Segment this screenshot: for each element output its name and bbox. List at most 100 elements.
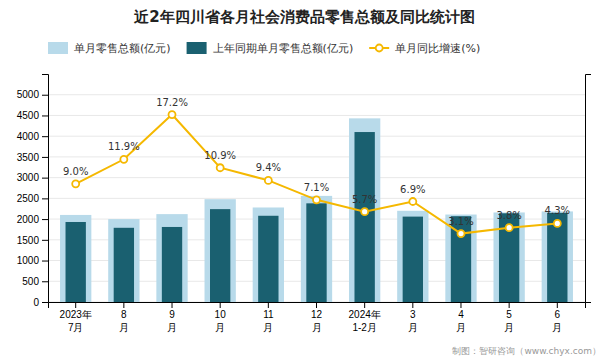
tick-label: 10月 (215, 309, 227, 333)
tick-label-line: 5 (506, 309, 512, 320)
tick-label-line: 4 (458, 309, 464, 320)
title: 近2年四川省各月社会消费品零售总额及同比统计图 (133, 8, 474, 26)
tick: 0 (33, 297, 48, 308)
data-labels: 9.0%11.9%17.2%10.9%9.4%7.1%5.7%6.9%3.1%3… (63, 97, 570, 227)
tick: 500 (22, 276, 48, 287)
tick-label: 5月 (504, 309, 514, 333)
legend-item: 单月零售总额(亿元) (48, 42, 171, 55)
legend-label: 单月零售总额(亿元) (74, 42, 171, 55)
tick: 5000 (17, 89, 48, 100)
bar (60, 215, 91, 302)
tick-mark (42, 198, 48, 199)
bar (547, 213, 567, 302)
grid-line (48, 94, 585, 95)
tick: 3000 (17, 172, 48, 183)
tick: 2500 (17, 193, 48, 204)
tick: 6月 (552, 302, 562, 333)
tick: 11 月 (263, 302, 274, 333)
tick: 12月 (311, 302, 323, 333)
bar-series (60, 118, 573, 302)
tick-mark (268, 302, 269, 308)
marker (554, 220, 561, 227)
marker (265, 177, 272, 184)
bar (403, 217, 423, 302)
legend: 单月零售总额(亿元) 上年同期单月零售总额(亿元) 单月同比增速(%) (48, 42, 480, 55)
bar (108, 219, 139, 302)
legend-item: 上年同期单月零售总额(亿元) (187, 42, 354, 55)
data-label: 5.7% (352, 194, 377, 205)
tick-mark (172, 302, 173, 308)
tick-label-line: 月 (263, 322, 273, 333)
tick-label: 3000 (17, 172, 40, 183)
line (76, 115, 558, 234)
tick-label-line: 8 (121, 309, 127, 320)
tick: 4月 (456, 302, 466, 333)
tick-label: 4500 (17, 110, 40, 121)
tick-mark (42, 302, 48, 303)
legend-swatch (376, 45, 383, 52)
tick-mark (460, 302, 461, 308)
data-label: 9.4% (256, 162, 281, 173)
data-label: 4.3% (545, 205, 570, 216)
bar (114, 228, 134, 302)
marker (506, 224, 513, 231)
bar (354, 132, 374, 302)
footer: 制图：智研咨询（www.chyx.com） (452, 346, 601, 356)
tick-label-line: 2024年 (349, 309, 381, 320)
tick: 3500 (17, 152, 48, 163)
axis-line (49, 303, 586, 309)
tick-label: 1000 (17, 255, 40, 266)
tick-label: 2500 (17, 193, 40, 204)
tick-label: 5000 (17, 89, 40, 100)
grid (48, 95, 585, 302)
marker (409, 198, 416, 205)
marker (361, 208, 368, 215)
data-label: 11.9% (108, 141, 140, 152)
tick: 8月 (119, 302, 129, 333)
tick: 9月 (167, 302, 177, 333)
tick-mark (42, 115, 48, 116)
data-label: 7.1% (304, 182, 329, 193)
bar (445, 215, 476, 302)
tick: 2000 (17, 214, 48, 225)
bar (397, 211, 428, 302)
marker (313, 196, 320, 203)
tick-label-line: 2023年 (60, 309, 92, 320)
tick-label-line: 月 (312, 322, 322, 333)
tick-label-line: 月 (552, 322, 562, 333)
tick-mark (42, 240, 48, 241)
data-label: 17.2% (156, 97, 188, 108)
tick-mark (220, 302, 221, 308)
tick: 10月 (215, 302, 227, 333)
tick-label-line: 9 (169, 309, 175, 320)
legend-swatch (48, 42, 68, 54)
tick-mark (123, 302, 124, 308)
axis-line (586, 75, 592, 303)
tick: 4500 (17, 110, 48, 121)
data-label: 10.9% (204, 150, 236, 161)
tick-mark (42, 219, 48, 220)
tick-mark (42, 95, 48, 96)
data-label: 3.8% (496, 210, 521, 221)
grid-line (48, 177, 585, 178)
marks (60, 111, 573, 302)
tick-label-line: 3 (410, 309, 416, 320)
data-label: 3.1% (448, 216, 473, 227)
bar (258, 216, 278, 302)
tick-mark (42, 281, 48, 282)
tick-label: 2023年 7月 (60, 309, 92, 333)
legend-item: 单月同比增速(%) (369, 42, 480, 55)
marker (217, 164, 224, 171)
legend-label: 单月同比增速(%) (395, 42, 480, 55)
tick-label-line: 6 (555, 309, 561, 320)
tick-mark (364, 302, 365, 308)
marker (72, 180, 79, 187)
tick-label-line: 11 (263, 309, 274, 320)
tick-mark (316, 302, 317, 308)
tick: 2023年 7月 (60, 302, 92, 333)
bar (205, 199, 236, 302)
legend-label: 上年同期单月零售总额(亿元) (213, 42, 354, 55)
tick-mark (557, 302, 558, 308)
marker (457, 230, 464, 237)
tick-label-line: 7月 (68, 322, 84, 333)
